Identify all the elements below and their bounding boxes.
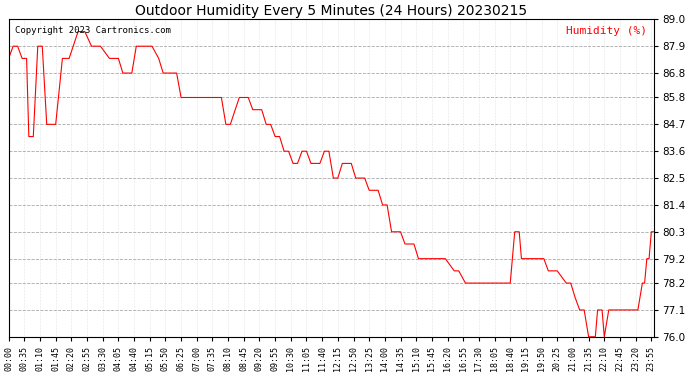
Text: Copyright 2023 Cartronics.com: Copyright 2023 Cartronics.com [15,26,171,34]
Text: Humidity (%): Humidity (%) [566,26,647,36]
Title: Outdoor Humidity Every 5 Minutes (24 Hours) 20230215: Outdoor Humidity Every 5 Minutes (24 Hou… [135,4,527,18]
